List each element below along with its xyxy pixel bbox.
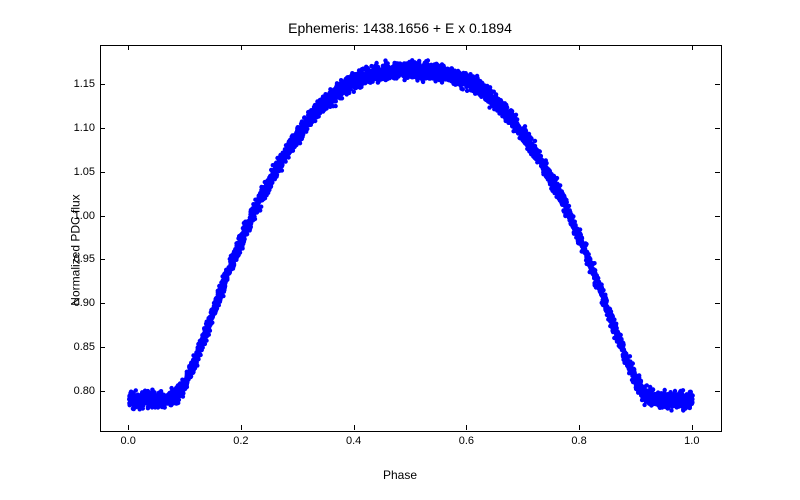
x-tick-label: 0.6 <box>459 435 474 447</box>
x-tick <box>579 425 580 430</box>
y-tick <box>715 216 720 217</box>
y-tick-label: 0.80 <box>35 385 95 397</box>
x-tick <box>241 425 242 430</box>
x-tick <box>241 45 242 50</box>
y-tick <box>715 172 720 173</box>
plot-area <box>100 45 722 432</box>
y-tick-label: 1.00 <box>35 210 95 222</box>
chart-title: Ephemeris: 1438.1656 + E x 0.1894 <box>0 20 800 36</box>
x-tick-label: 0.2 <box>233 435 248 447</box>
x-tick <box>354 425 355 430</box>
y-tick <box>100 391 105 392</box>
y-tick <box>715 128 720 129</box>
x-tick <box>579 45 580 50</box>
x-tick <box>466 425 467 430</box>
x-tick <box>466 45 467 50</box>
y-tick <box>100 172 105 173</box>
y-tick-label: 0.95 <box>35 253 95 265</box>
x-tick-label: 0.4 <box>346 435 361 447</box>
y-tick <box>715 303 720 304</box>
x-tick <box>128 45 129 50</box>
y-tick <box>715 84 720 85</box>
y-tick <box>715 259 720 260</box>
y-tick <box>100 216 105 217</box>
y-tick-label: 1.15 <box>35 78 95 90</box>
y-tick <box>100 259 105 260</box>
y-tick-label: 0.90 <box>35 297 95 309</box>
y-tick-label: 1.05 <box>35 166 95 178</box>
scatter-plot <box>101 46 721 431</box>
x-tick-label: 0.8 <box>571 435 586 447</box>
y-tick <box>100 128 105 129</box>
y-tick-label: 1.10 <box>35 122 95 134</box>
y-tick-label: 0.85 <box>35 341 95 353</box>
chart-container: Ephemeris: 1438.1656 + E x 0.1894 Normal… <box>0 0 800 500</box>
x-axis-label: Phase <box>0 468 800 482</box>
y-tick <box>715 391 720 392</box>
x-tick <box>354 45 355 50</box>
y-tick <box>100 84 105 85</box>
x-tick <box>692 425 693 430</box>
x-tick <box>128 425 129 430</box>
y-tick <box>100 303 105 304</box>
y-tick <box>715 347 720 348</box>
x-tick <box>692 45 693 50</box>
x-tick-label: 0.0 <box>121 435 136 447</box>
x-tick-label: 1.0 <box>684 435 699 447</box>
y-tick <box>100 347 105 348</box>
